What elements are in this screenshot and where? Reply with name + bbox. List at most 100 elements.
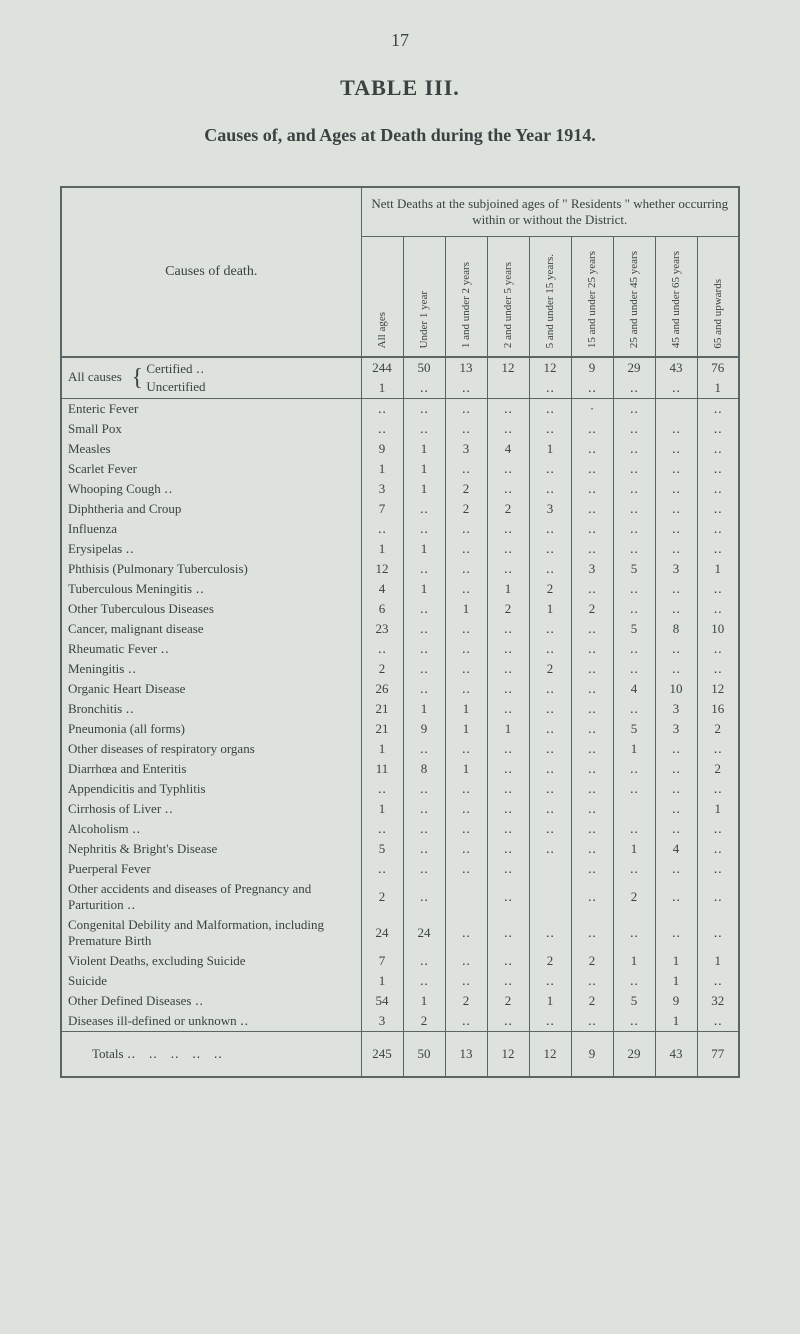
- table-cell: 1: [613, 839, 655, 859]
- cause-cell: Pneumonia (all forms): [61, 719, 361, 739]
- table-cell: ‥: [529, 519, 571, 539]
- table-cell: 5: [361, 839, 403, 859]
- table-cell: 43: [655, 1031, 697, 1077]
- table-cell: 8: [403, 759, 445, 779]
- table-cell: 1: [655, 951, 697, 971]
- table-cell: ‥: [445, 378, 487, 399]
- table-cell: 1: [403, 991, 445, 1011]
- table-cell: ‥: [697, 971, 739, 991]
- table-cell: 4: [613, 679, 655, 699]
- table-cell: ‥: [613, 579, 655, 599]
- table-cell: 3: [529, 499, 571, 519]
- table-cell: ‥: [445, 951, 487, 971]
- table-cell: 1: [403, 579, 445, 599]
- table-cell: 13: [445, 1031, 487, 1077]
- table-cell: ‥: [445, 659, 487, 679]
- table-cell: ‥: [655, 599, 697, 619]
- table-cell: 10: [655, 679, 697, 699]
- table-cell: ‥: [571, 819, 613, 839]
- table-cell: 1: [697, 559, 739, 579]
- table-cell: ‥: [487, 419, 529, 439]
- cause-cell: Organic Heart Disease: [61, 679, 361, 699]
- cause-cell: Cancer, malignant disease: [61, 619, 361, 639]
- cause-cell: Cirrhosis of Liver ‥: [61, 799, 361, 819]
- table-cell: ‥: [613, 699, 655, 719]
- table-cell: ‥: [403, 779, 445, 799]
- table-cell: ‥: [403, 559, 445, 579]
- table-cell: 2: [487, 499, 529, 519]
- table-cell: 23: [361, 619, 403, 639]
- table-cell: 2: [487, 599, 529, 619]
- table-cell: ‥: [445, 859, 487, 879]
- table-row: Rheumatic Fever ‥‥‥‥‥‥‥‥‥‥: [61, 639, 739, 659]
- table-cell: ‥: [487, 879, 529, 915]
- table-cell: ‥: [529, 459, 571, 479]
- table-cell: ‥: [529, 819, 571, 839]
- table-cell: ‥: [613, 819, 655, 839]
- table-cell: ‥: [445, 639, 487, 659]
- cause-cell: Other Defined Diseases ‥: [61, 991, 361, 1011]
- table-cell: ‥: [361, 639, 403, 659]
- table-cell: ‥: [697, 459, 739, 479]
- cause-cell: Puerperal Fever: [61, 859, 361, 879]
- table-row: Violent Deaths, excluding Suicide7‥‥‥221…: [61, 951, 739, 971]
- table-cell: ‥: [361, 859, 403, 879]
- table-cell: 43: [655, 357, 697, 378]
- table-cell: 7: [361, 499, 403, 519]
- table-cell: ‥: [403, 739, 445, 759]
- table-cell: ‥: [403, 619, 445, 639]
- table-cell: ‥: [655, 439, 697, 459]
- cause-cell: Enteric Fever: [61, 398, 361, 419]
- table-cell: ‥: [529, 398, 571, 419]
- table-row: Cancer, malignant disease23‥‥‥‥‥5810: [61, 619, 739, 639]
- table-cell: ‥: [655, 639, 697, 659]
- table-cell: 1: [445, 599, 487, 619]
- table-cell: ‥: [655, 859, 697, 879]
- table-cell: ‥: [655, 479, 697, 499]
- table-cell: 5: [613, 991, 655, 1011]
- table-cell: ‥: [487, 915, 529, 951]
- table-cell: 4: [361, 579, 403, 599]
- cause-cell: Diarrhœa and Enteritis: [61, 759, 361, 779]
- table-cell: 9: [571, 1031, 613, 1077]
- table-cell: ‥: [697, 659, 739, 679]
- table-cell: ‥: [403, 378, 445, 399]
- table-cell: 3: [655, 699, 697, 719]
- table-cell: ‥: [571, 779, 613, 799]
- table-cell: 24: [403, 915, 445, 951]
- table-cell: ‥: [445, 971, 487, 991]
- table-cell: [613, 799, 655, 819]
- table-cell: ‥: [487, 659, 529, 679]
- table-cell: 12: [697, 679, 739, 699]
- table-cell: ‥: [445, 915, 487, 951]
- table-row: Other Defined Diseases ‥54122125932: [61, 991, 739, 1011]
- table-cell: ‥: [697, 879, 739, 915]
- table-cell: ·: [571, 398, 613, 419]
- table-cell: ‥: [529, 679, 571, 699]
- table-cell: ‥: [445, 779, 487, 799]
- table-row: Other accidents and diseases of Pregnanc…: [61, 879, 739, 915]
- table-row: Diphtheria and Croup7‥223‥‥‥‥: [61, 499, 739, 519]
- table-cell: 3: [655, 719, 697, 739]
- table-cell: ‥: [571, 579, 613, 599]
- table-row: Erysipelas ‥11‥‥‥‥‥‥‥: [61, 539, 739, 559]
- table-cell: 5: [613, 619, 655, 639]
- table-cell: ‥: [697, 439, 739, 459]
- subtitle: Causes of, and Ages at Death during the …: [60, 125, 740, 146]
- table-row: Meningitis ‥2‥‥‥2‥‥‥‥: [61, 659, 739, 679]
- table-cell: 1: [403, 459, 445, 479]
- table-cell: 21: [361, 719, 403, 739]
- table-cell: 1: [655, 1011, 697, 1032]
- header-caption: Nett Deaths at the subjoined ages of " R…: [361, 187, 739, 237]
- table-cell: ‥: [655, 519, 697, 539]
- table-cell: ‥: [529, 479, 571, 499]
- table-cell: ‥: [571, 859, 613, 879]
- table-cell: 1: [361, 378, 403, 399]
- table-row: Congenital Debility and Malformation, in…: [61, 915, 739, 951]
- col-25-45: 25 and under 45 years: [613, 237, 655, 357]
- table-cell: ‥: [697, 419, 739, 439]
- table-cell: ‥: [571, 499, 613, 519]
- table-cell: ‥: [571, 519, 613, 539]
- table-cell: 4: [487, 439, 529, 459]
- table-cell: ‥: [613, 659, 655, 679]
